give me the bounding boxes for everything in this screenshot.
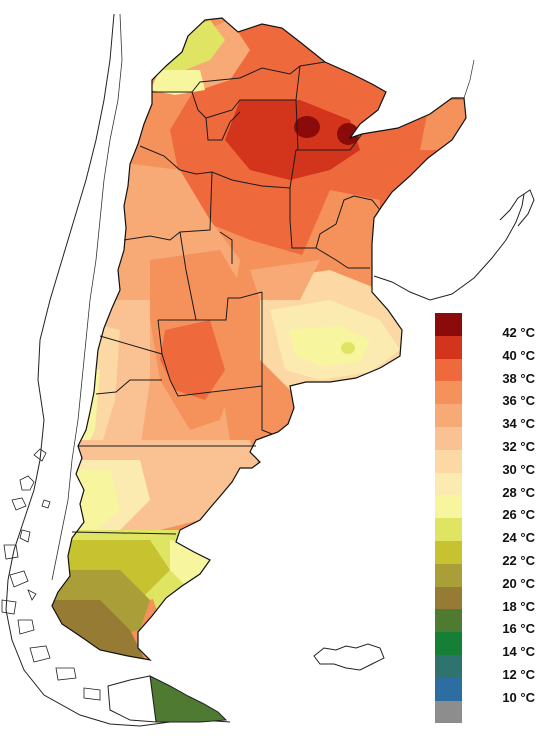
legend-label: 34 °C	[502, 416, 535, 432]
legend-label: 26 °C	[502, 507, 535, 523]
legend-item: 36 °C	[435, 381, 535, 408]
legend-item	[435, 700, 535, 724]
paraguay-river	[463, 59, 475, 99]
legend-item: 34 °C	[435, 404, 535, 431]
legend-label: 38 °C	[502, 370, 535, 386]
tierra-del-fuego-chile	[107, 675, 157, 723]
legend-swatch	[435, 381, 462, 405]
legend-swatch	[435, 677, 462, 701]
legend-item: 14 °C	[435, 632, 535, 659]
legend-item: 26 °C	[435, 495, 535, 522]
legend-label: 18 °C	[502, 598, 535, 614]
legend-item: 30 °C	[435, 449, 535, 477]
legend-item: 24 °C	[435, 518, 535, 545]
legend-swatch	[435, 472, 462, 496]
legend-swatch	[435, 655, 462, 678]
legend-swatch	[435, 335, 462, 359]
uruguay-outline	[373, 193, 525, 301]
legend-label: 24 °C	[502, 530, 535, 546]
legend-label: 12 °C	[502, 667, 535, 682]
legend-label: 42 °C	[502, 325, 535, 340]
legend-label: 32 °C	[502, 439, 535, 454]
province-borders	[71, 61, 381, 535]
legend-swatch	[435, 586, 462, 610]
legend-item: 22 °C	[435, 541, 535, 568]
chile-outline	[5, 13, 231, 727]
legend-item: 40 °C	[435, 335, 535, 363]
argentina-outline	[51, 17, 467, 661]
legend-label: 40 °C	[502, 347, 535, 363]
legend-swatch	[435, 609, 462, 633]
legend-item: 18 °C	[435, 586, 535, 614]
legend-label: 10 °C	[502, 689, 535, 705]
legend-item: 28 °C	[435, 472, 535, 500]
legend-label: 28 °C	[502, 484, 535, 500]
legend-item: 38 °C	[435, 358, 535, 386]
chile-inner-border	[51, 13, 123, 581]
legend-item: 32 °C	[435, 427, 535, 454]
legend-item: 42 °C	[435, 313, 535, 340]
temperature-legend: 42 °C 40 °C 38 °C 36 °C 34 °C 32 °C 30 °C 28 °C…	[435, 313, 535, 724]
legend-label: 30 °C	[502, 461, 535, 477]
legend-item: 10 °C	[435, 677, 535, 705]
legend-label: 22 °C	[502, 553, 535, 568]
legend-swatch	[435, 427, 462, 450]
legend-swatch	[435, 449, 462, 473]
tierra-del-fuego	[149, 675, 228, 723]
malvinas-islands	[313, 643, 385, 671]
legend-label: 20 °C	[502, 575, 535, 591]
legend-swatch	[435, 495, 462, 519]
legend-swatch	[435, 518, 462, 541]
legend-swatch	[435, 358, 462, 382]
legend-swatch	[435, 563, 462, 587]
legend-swatch	[435, 632, 462, 655]
legend-item: 12 °C	[435, 655, 535, 682]
legend-label: 16 °C	[502, 621, 535, 637]
legend-item: 16 °C	[435, 609, 535, 636]
legend-label: 36 °C	[502, 393, 535, 409]
legend-swatch	[435, 700, 462, 724]
legend-label: 14 °C	[502, 644, 535, 660]
legend-swatch	[435, 541, 462, 564]
legend-item: 20 °C	[435, 563, 535, 591]
legend-swatch	[435, 404, 462, 427]
legend-swatch	[435, 313, 462, 336]
brazil-coast	[499, 189, 535, 227]
